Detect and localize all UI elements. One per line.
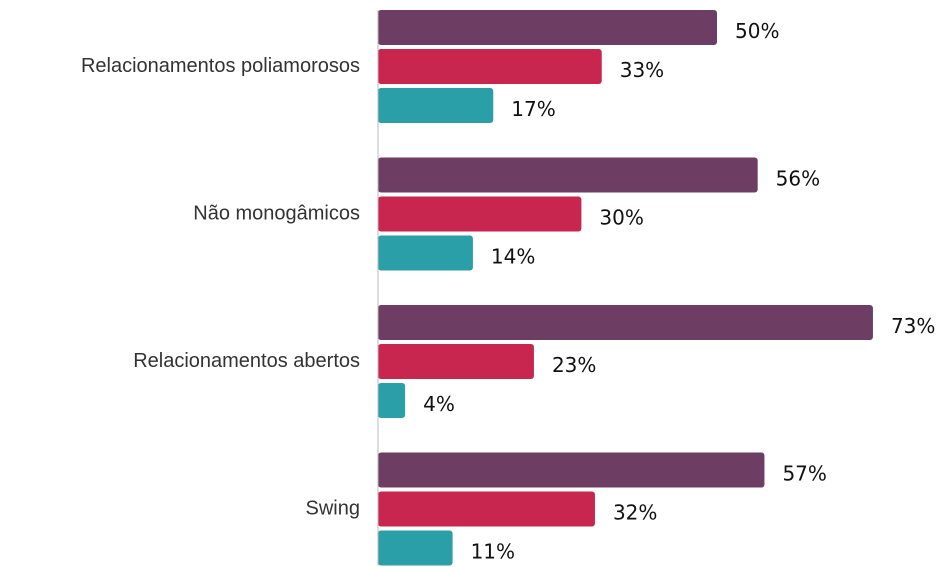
value-label: 57% [782, 462, 826, 486]
value-label: 11% [471, 540, 515, 564]
category-label: Não monogâmicos [193, 202, 360, 224]
bar [378, 530, 453, 566]
value-label: 50% [735, 19, 779, 43]
value-label: 17% [511, 97, 555, 121]
value-label: 23% [552, 353, 596, 377]
bar [378, 344, 534, 379]
value-label: 33% [620, 58, 664, 82]
bar [378, 49, 602, 84]
bar [378, 88, 494, 123]
category-label: Relacionamentos poliamorosos [81, 55, 360, 77]
bar [378, 491, 595, 527]
bar [378, 305, 873, 340]
category-label: Swing [306, 497, 360, 519]
category-label: Relacionamentos abertos [133, 350, 360, 372]
bar [378, 157, 758, 193]
value-label: 73% [891, 314, 935, 338]
bar [378, 196, 582, 232]
value-label: 14% [491, 245, 535, 269]
bar [378, 10, 717, 45]
bar [378, 235, 473, 271]
value-label: 32% [613, 501, 657, 525]
value-label: 56% [776, 167, 820, 191]
value-label: 30% [599, 206, 643, 230]
bar [378, 452, 765, 488]
value-label: 4% [423, 392, 455, 416]
bar [378, 383, 406, 418]
